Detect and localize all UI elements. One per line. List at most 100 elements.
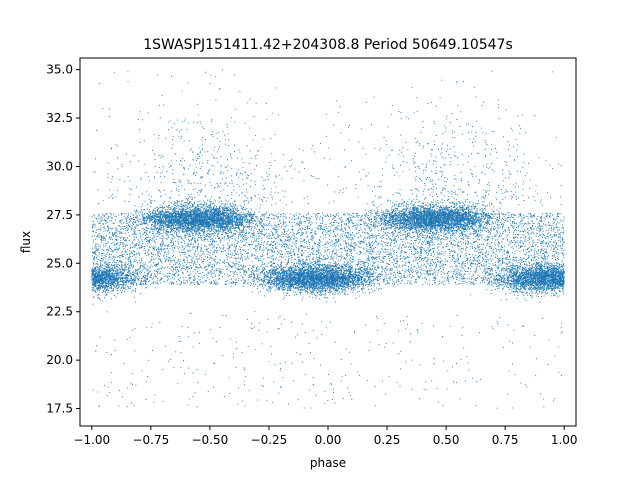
data-point — [156, 283, 158, 285]
data-point — [432, 204, 434, 206]
data-point — [179, 277, 182, 279]
data-point — [504, 219, 507, 221]
data-point — [419, 364, 421, 366]
data-point — [352, 225, 354, 227]
data-point — [402, 161, 405, 163]
data-point — [308, 264, 310, 266]
data-point — [199, 203, 201, 205]
data-point — [187, 268, 189, 270]
data-point — [377, 317, 379, 319]
data-point — [403, 264, 405, 266]
data-point — [164, 261, 166, 263]
data-point — [125, 153, 127, 155]
data-point — [397, 234, 399, 236]
data-point — [531, 219, 533, 221]
data-point — [262, 189, 264, 191]
data-point — [523, 225, 525, 227]
data-point — [460, 111, 462, 113]
data-point — [319, 236, 322, 238]
data-point — [422, 265, 424, 267]
data-point — [433, 243, 435, 245]
data-point — [406, 226, 408, 228]
data-point — [238, 264, 240, 266]
data-point — [125, 213, 127, 215]
data-point — [447, 261, 449, 263]
data-point — [426, 176, 428, 178]
data-point — [310, 407, 312, 409]
data-point — [311, 230, 313, 232]
data-point — [462, 274, 464, 276]
data-point — [305, 242, 307, 244]
data-point — [534, 334, 536, 337]
data-point — [427, 253, 429, 255]
data-point — [183, 268, 185, 270]
data-point — [438, 243, 440, 245]
data-point — [250, 267, 252, 269]
data-point — [272, 259, 274, 261]
data-point — [239, 90, 241, 92]
data-point — [439, 265, 441, 268]
data-point — [393, 234, 395, 236]
data-point — [473, 250, 475, 252]
data-point — [273, 237, 275, 239]
data-point — [509, 268, 511, 270]
data-point — [162, 155, 164, 158]
data-point — [522, 241, 524, 243]
data-point — [492, 285, 494, 287]
data-point — [367, 285, 369, 287]
data-point — [122, 242, 124, 244]
data-point — [372, 251, 374, 253]
data-point — [410, 207, 412, 209]
data-point — [338, 262, 340, 265]
data-point — [541, 243, 543, 245]
data-point — [230, 265, 232, 267]
data-point — [374, 240, 376, 242]
data-point — [416, 198, 418, 201]
data-point — [369, 237, 371, 240]
data-point — [207, 253, 209, 255]
data-point — [355, 243, 357, 245]
data-point — [168, 201, 170, 203]
data-point — [292, 215, 294, 217]
data-point — [486, 254, 488, 256]
data-point — [397, 216, 399, 218]
data-point — [124, 181, 126, 183]
data-point — [134, 289, 137, 291]
data-point — [291, 218, 293, 220]
data-point — [378, 266, 380, 268]
data-point — [295, 267, 297, 269]
data-point — [517, 170, 519, 172]
data-point — [190, 312, 192, 314]
data-point — [240, 257, 242, 259]
data-point — [187, 326, 189, 328]
data-point — [407, 222, 409, 224]
data-point — [408, 245, 410, 247]
data-point — [142, 119, 144, 121]
data-point — [95, 243, 97, 245]
data-point — [285, 216, 287, 218]
data-point — [445, 151, 447, 153]
data-point — [478, 152, 480, 154]
data-point — [157, 268, 159, 270]
data-point — [348, 264, 350, 266]
data-point — [462, 207, 464, 209]
data-point — [484, 271, 486, 273]
data-point — [258, 197, 260, 199]
data-point — [348, 237, 350, 239]
data-point — [282, 221, 284, 223]
data-point — [510, 216, 512, 218]
data-point — [467, 199, 469, 201]
data-point — [384, 346, 386, 348]
data-point — [196, 103, 199, 105]
data-point — [423, 234, 425, 236]
data-point — [113, 234, 115, 236]
data-point — [280, 265, 283, 267]
data-point — [366, 214, 368, 216]
data-point — [533, 222, 535, 225]
data-point — [417, 237, 419, 239]
data-point — [240, 253, 242, 255]
data-point — [347, 287, 349, 289]
data-point — [462, 232, 464, 234]
data-point — [501, 284, 503, 286]
data-point — [471, 207, 473, 209]
